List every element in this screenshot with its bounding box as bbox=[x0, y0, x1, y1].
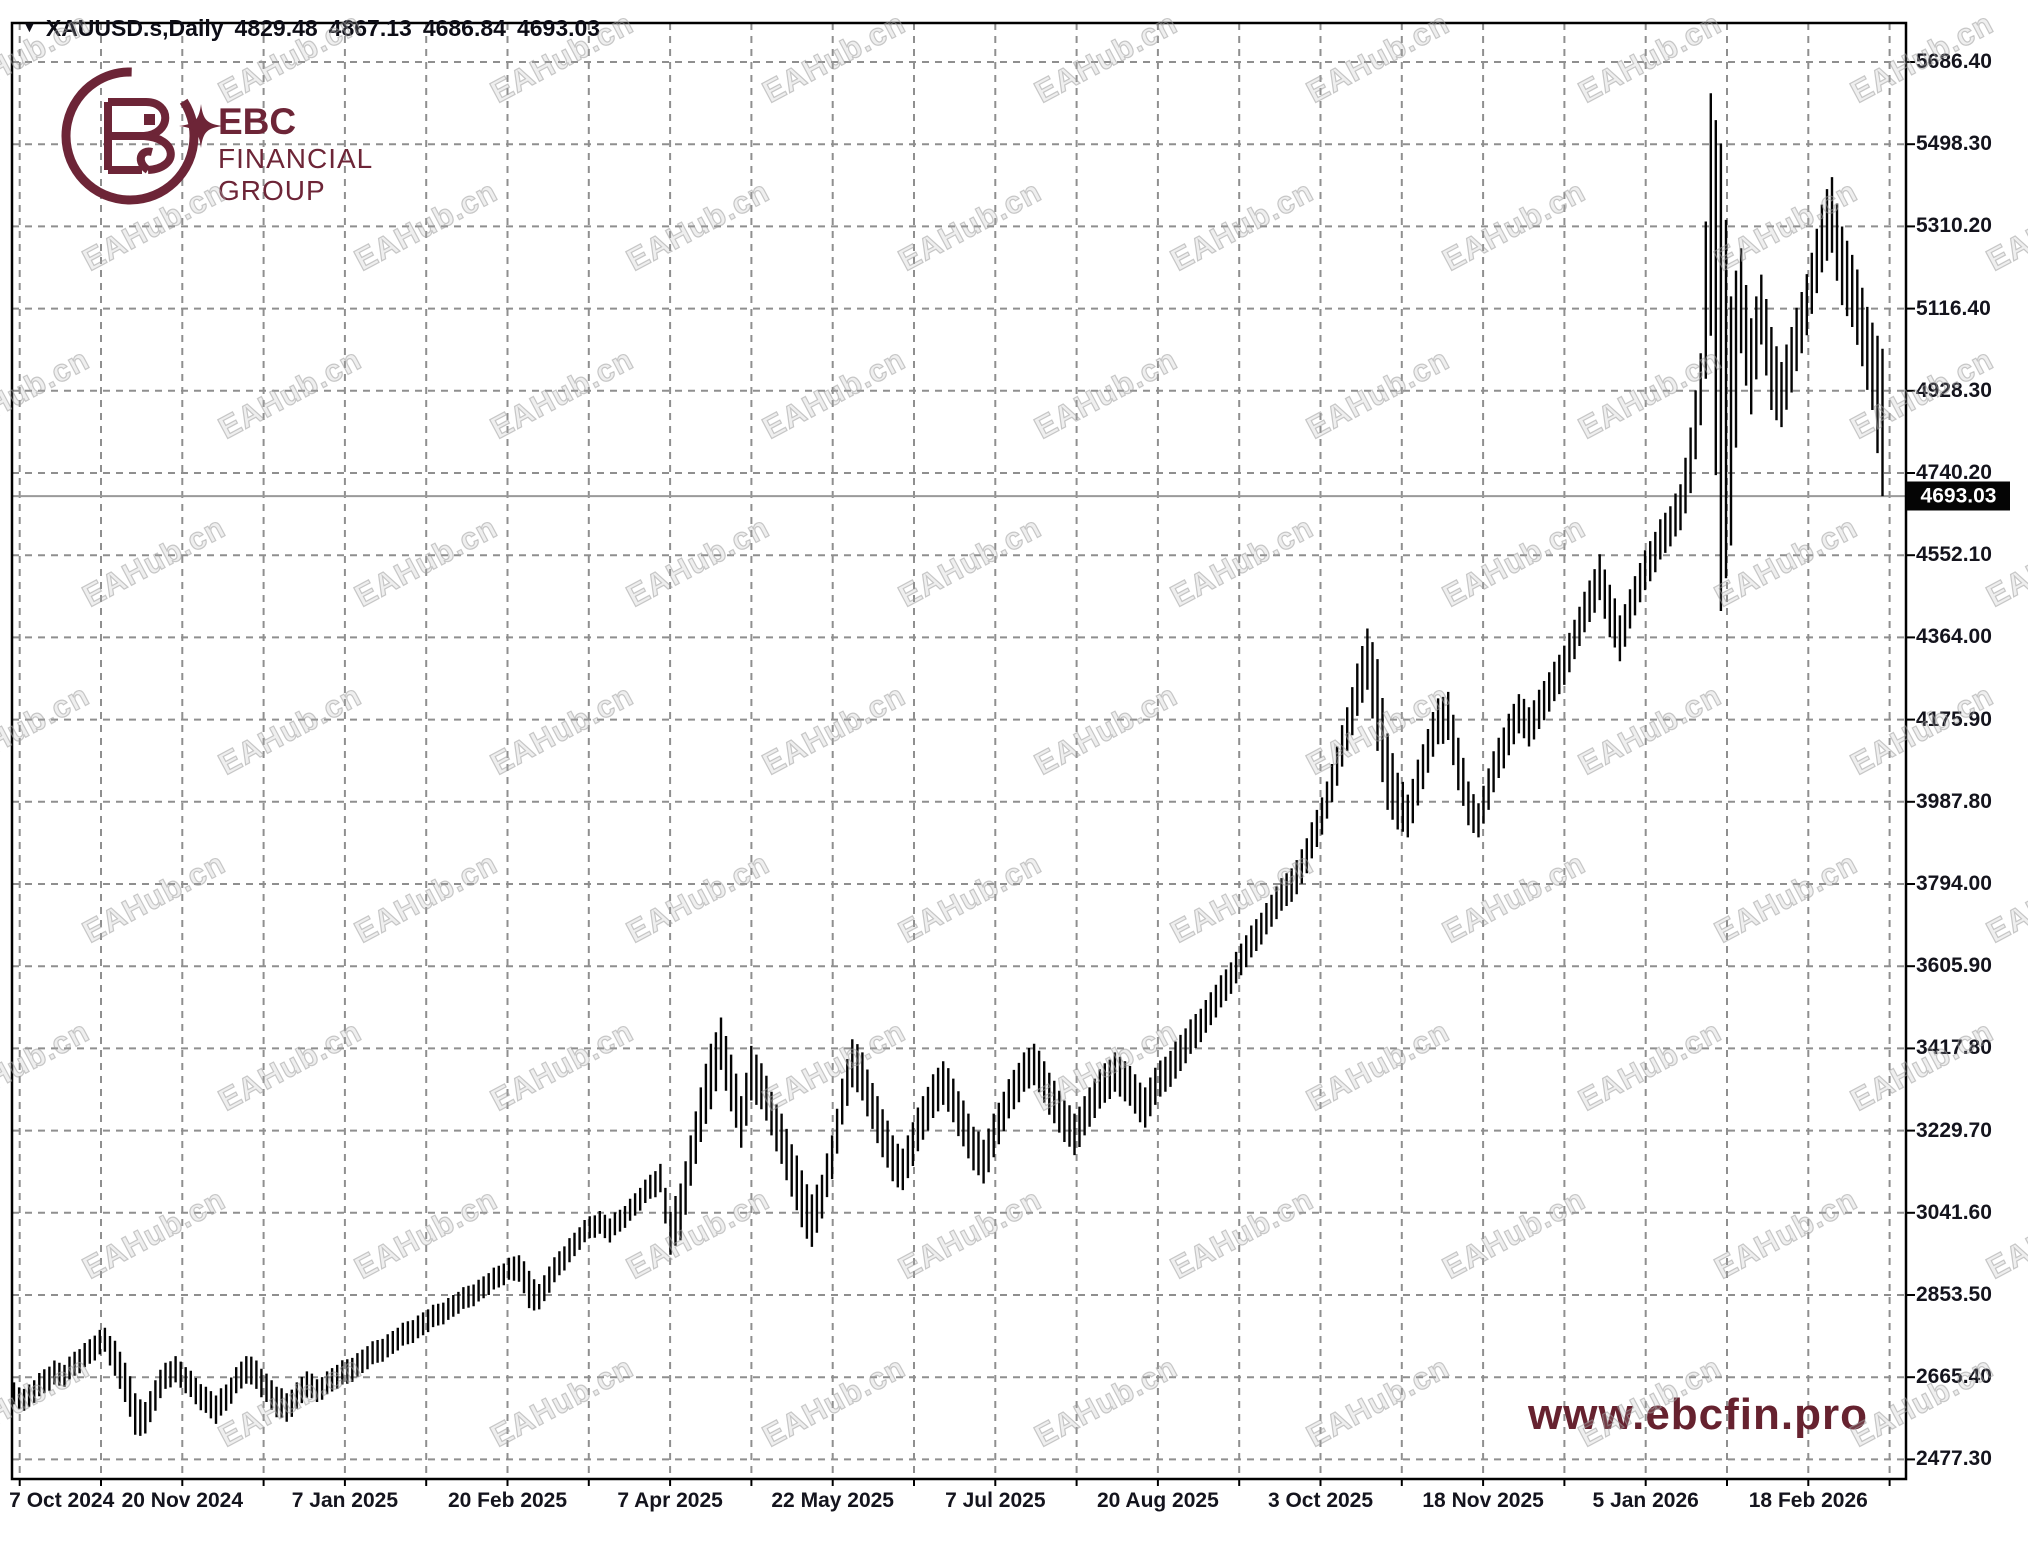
price-tick-label: 3794.00 bbox=[1916, 872, 1992, 895]
price-tick-label: 2853.50 bbox=[1916, 1283, 1992, 1306]
price-tick-label: 4928.30 bbox=[1916, 378, 1992, 402]
date-tick-label: 7 Oct 2024 bbox=[9, 1489, 115, 1512]
price-tick-label: 3605.90 bbox=[1916, 954, 1992, 978]
price-tick-label: 5116.40 bbox=[1916, 296, 1991, 320]
website-url: www.ebcfin.pro bbox=[1528, 1390, 1868, 1439]
logo-square-dot bbox=[144, 114, 155, 125]
price-tick-label: 3041.60 bbox=[1916, 1200, 1992, 1224]
ohlc-close: 4693.03 bbox=[516, 15, 601, 41]
price-tick-label: 5498.30 bbox=[1916, 132, 1992, 156]
date-tick-label: 7 Apr 2025 bbox=[617, 1489, 723, 1512]
symbol-ohlc-line: ▼ XAUUSD.s,Daily 4829.48 4867.13 4686.84… bbox=[22, 15, 600, 42]
date-tick-label: 3 Oct 2025 bbox=[1267, 1489, 1374, 1512]
ohlc-low: 4686.84 bbox=[422, 15, 506, 41]
logo-text-group: GROUP bbox=[218, 175, 326, 206]
price-tick-label: 3987.80 bbox=[1916, 789, 1992, 813]
date-tick-label: 18 Nov 2025 bbox=[1422, 1489, 1544, 1512]
ohlc-high: 4867.13 bbox=[328, 15, 412, 41]
logo-circle bbox=[61, 67, 199, 205]
logo-text-financial: FINANCIAL bbox=[218, 143, 373, 174]
price-tick-label: 4552.10 bbox=[1916, 543, 1992, 567]
symbol-dropdown-icon[interactable]: ▼ bbox=[22, 19, 37, 36]
price-tick-label: 5310.20 bbox=[1916, 214, 1992, 238]
price-tick-label: 2477.30 bbox=[1916, 1447, 1992, 1471]
date-tick-label: 18 Feb 2026 bbox=[1748, 1489, 1868, 1512]
date-tick-label: 7 Jan 2025 bbox=[291, 1489, 399, 1512]
current-price-badge: 4693.03 bbox=[1907, 481, 2010, 511]
price-tick-label: 3229.70 bbox=[1916, 1118, 1992, 1142]
ebc-logo: EBC FINANCIAL GROUP bbox=[61, 67, 373, 206]
logo-text-ebc: EBC bbox=[218, 101, 296, 142]
logo-sparkle-icon bbox=[179, 104, 223, 148]
price-tick-label: 4740.20 bbox=[1916, 461, 1992, 484]
date-tick-label: 5 Jan 2026 bbox=[1592, 1489, 1699, 1512]
price-tick-label: 4364.00 bbox=[1916, 625, 1992, 649]
ohlc-open: 4829.48 bbox=[234, 15, 318, 41]
logo-monogram bbox=[104, 98, 175, 174]
date-tick-label: 7 Jul 2025 bbox=[945, 1489, 1046, 1512]
date-tick-label: 20 Feb 2025 bbox=[447, 1489, 568, 1512]
price-tick-label: 2665.40 bbox=[1916, 1365, 1992, 1389]
date-tick-label: 22 May 2025 bbox=[771, 1489, 894, 1512]
price-tick-label: 3417.80 bbox=[1916, 1036, 1992, 1060]
price-tick-label: 5686.40 bbox=[1916, 50, 1992, 73]
date-tick-label: 20 Aug 2025 bbox=[1096, 1489, 1219, 1512]
symbol-timeframe-label: XAUUSD.s,Daily bbox=[45, 15, 224, 41]
date-tick-label: 20 Nov 2024 bbox=[121, 1489, 244, 1512]
price-tick-label: 4175.90 bbox=[1916, 707, 1992, 731]
